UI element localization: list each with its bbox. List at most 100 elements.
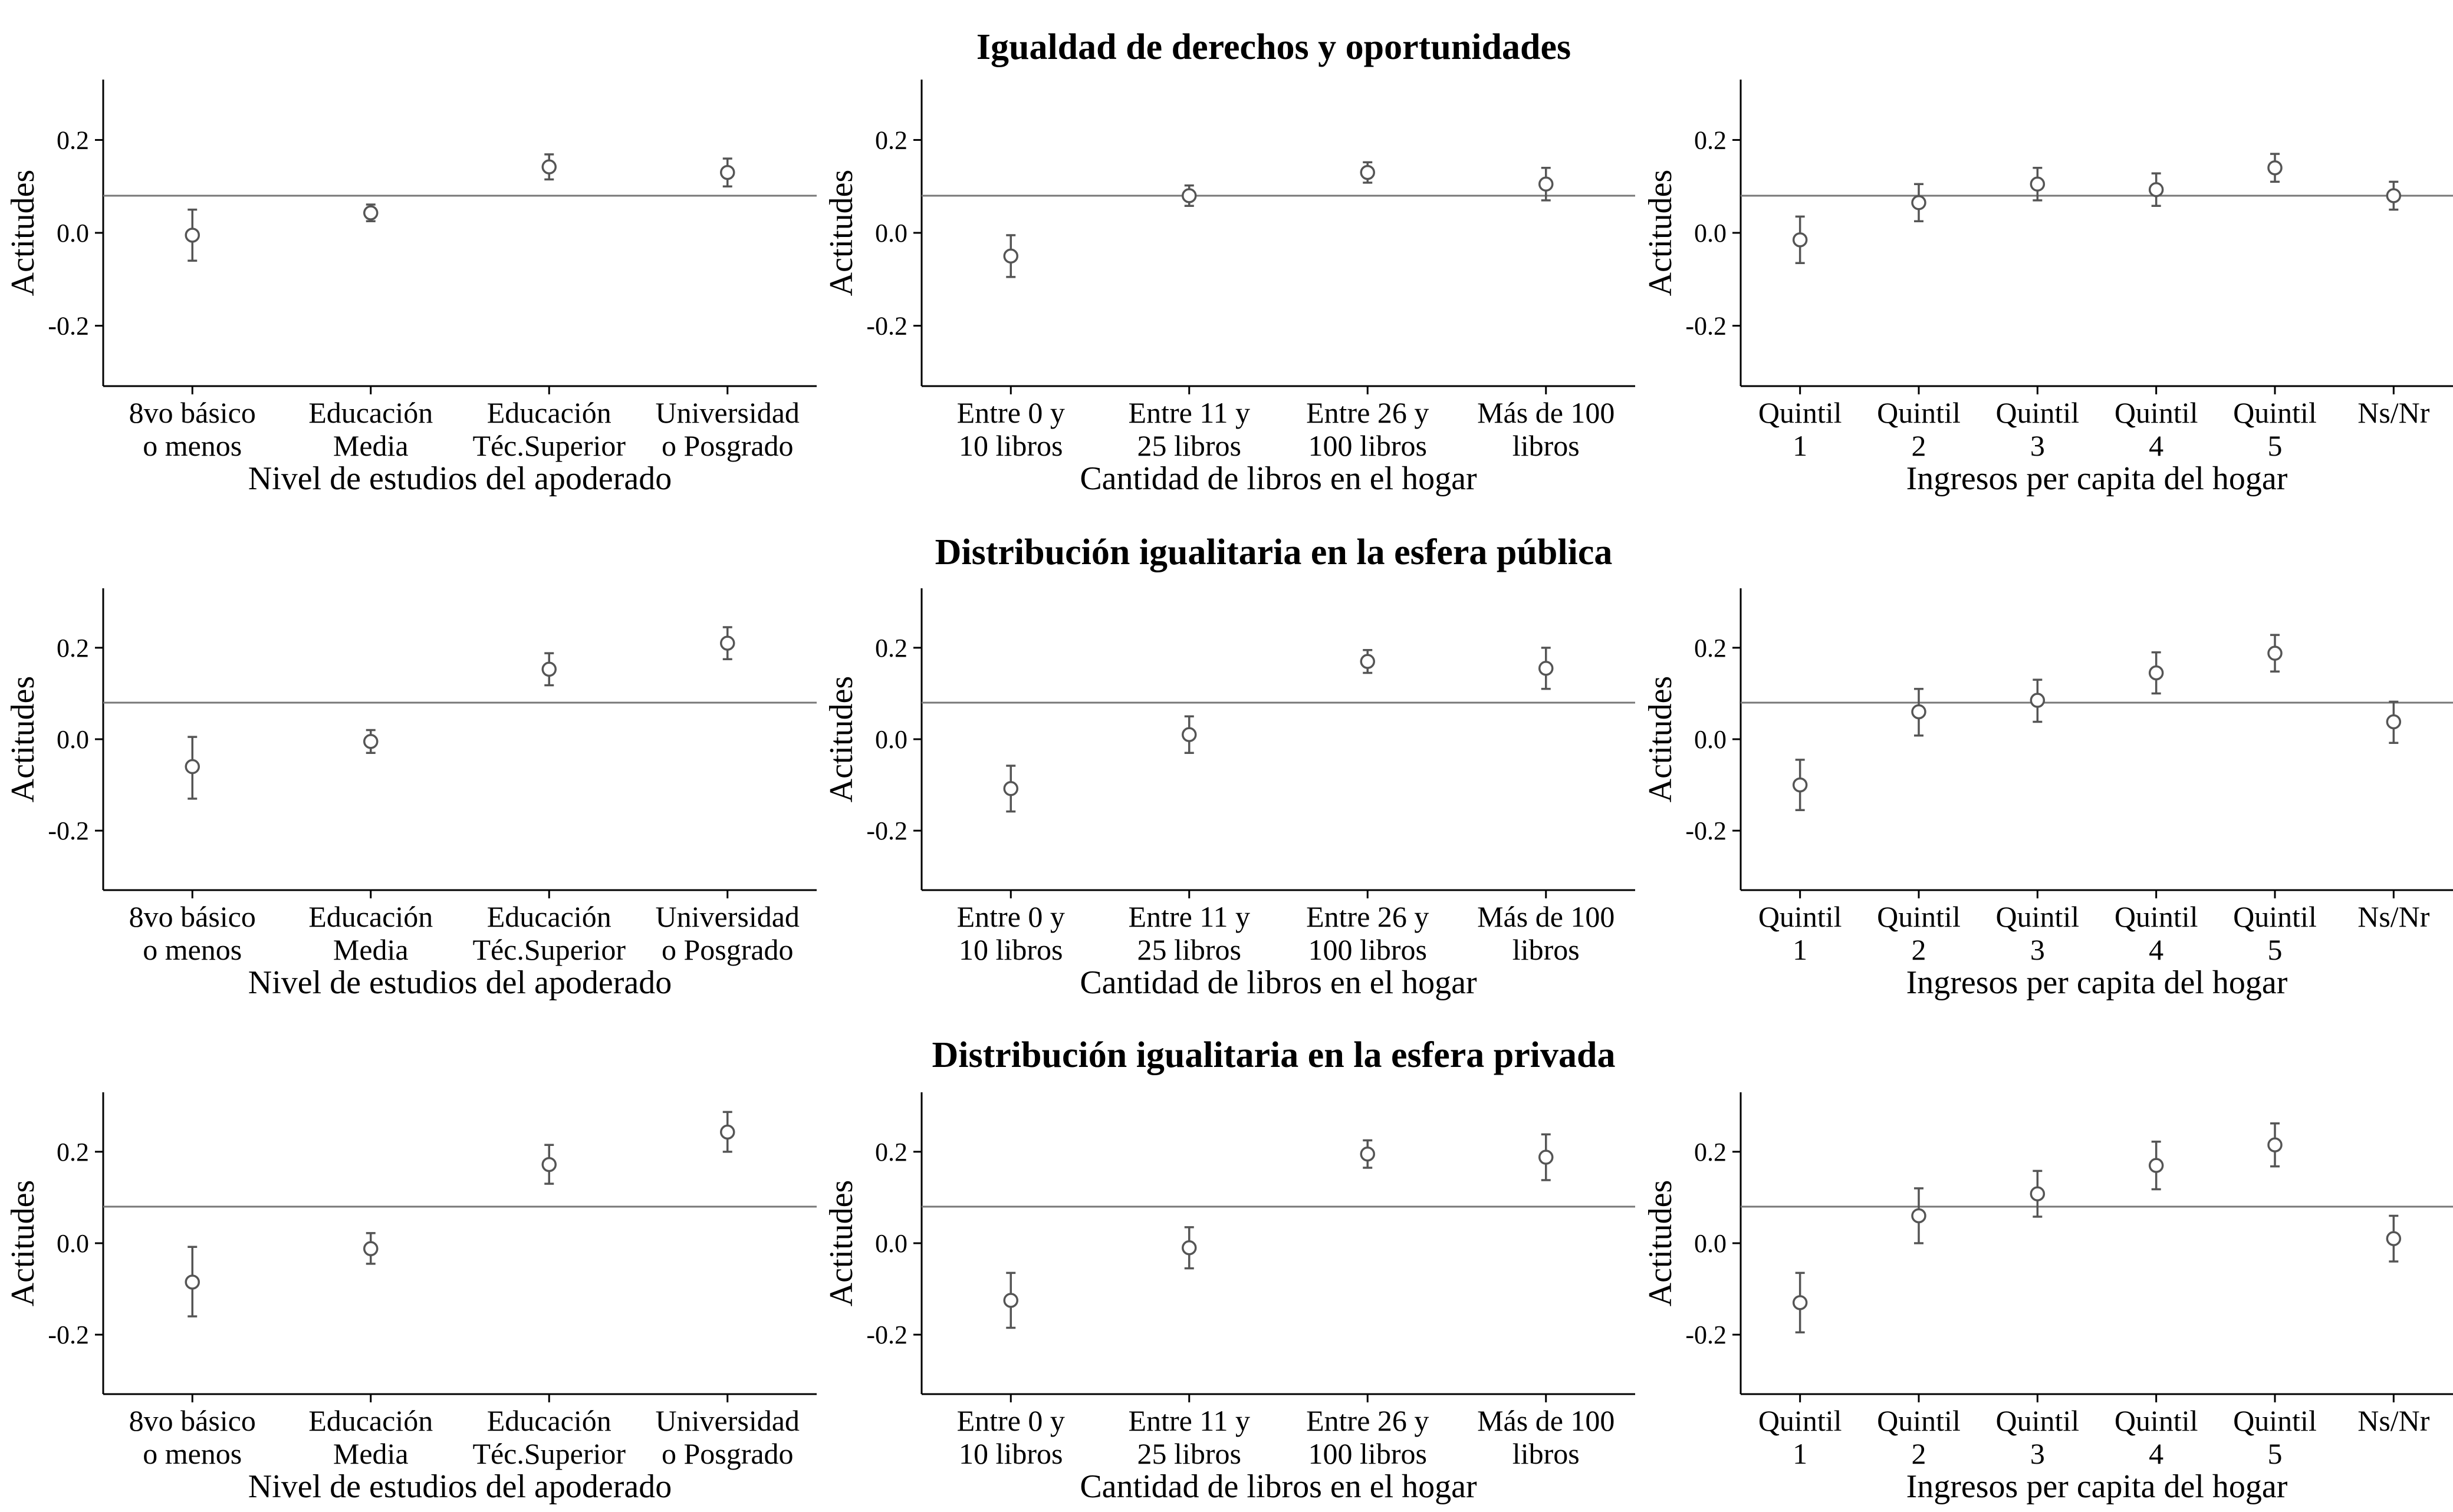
x-tick-label: Media [333, 1437, 409, 1470]
y-axis-label: Actitudes [823, 1180, 860, 1307]
x-tick-label: 25 libros [1137, 429, 1241, 462]
x-tick-label: Universidad [656, 396, 800, 429]
y-tick-label: -0.2 [1685, 816, 1727, 845]
x-tick-label: Educación [487, 900, 611, 933]
x-tick-label: Téc.Superior [472, 933, 626, 966]
y-axis-label: Actitudes [1642, 676, 1679, 803]
x-tick-label: 1 [1793, 429, 1807, 462]
x-axis-label: Ingresos per capita del hogar [1906, 1468, 2288, 1505]
x-tick-label: Entre 11 y [1129, 900, 1250, 933]
x-tick-label: 4 [2149, 1437, 2163, 1470]
row-title-1: Igualdad de derechos y oportunidades [976, 27, 1571, 67]
y-tick-label: 0.0 [1694, 1229, 1727, 1258]
x-tick-label: Quintil [2115, 396, 2198, 429]
row-titles: Igualdad de derechos y oportunidades Dis… [932, 27, 1615, 1075]
data-point [2386, 1231, 2402, 1246]
data-point [1792, 232, 1808, 248]
y-tick-label: -0.2 [48, 1320, 89, 1349]
x-tick-label: 25 libros [1137, 1437, 1241, 1470]
data-point [1003, 1293, 1018, 1308]
data-point [541, 159, 557, 174]
x-tick-label: 100 libros [1308, 1437, 1427, 1470]
x-tick-label: 2 [1912, 1437, 1926, 1470]
data-point [363, 1241, 379, 1257]
y-axis-label: Actitudes [1642, 170, 1679, 297]
x-axis-label: Ingresos per capita del hogar [1906, 460, 2288, 497]
data-point [1911, 704, 1926, 720]
x-tick-label: Quintil [1877, 396, 1961, 429]
x-tick-label: 4 [2149, 933, 2163, 966]
data-point [720, 635, 735, 651]
y-axis-label: Actitudes [5, 1180, 41, 1307]
x-axis-label: Cantidad de libros en el hogar [1080, 460, 1477, 497]
x-tick-label: Entre 26 y [1306, 396, 1429, 429]
x-tick-label: Quintil [1758, 1404, 1842, 1437]
data-point [1538, 1149, 1554, 1165]
data-point [720, 1124, 735, 1140]
y-tick-label: 0.2 [875, 126, 907, 154]
x-tick-label: Ns/Nr [2357, 396, 2430, 429]
x-tick-label: o menos [143, 1437, 242, 1470]
x-tick-label: Más de 100 [1477, 1404, 1614, 1437]
row-title-2: Distribución igualitaria en la esfera pú… [935, 532, 1613, 572]
x-tick-label: 8vo básico [129, 900, 256, 933]
x-tick-label: 100 libros [1308, 933, 1427, 966]
x-tick-label: Quintil [2233, 396, 2317, 429]
x-tick-label: Educación [487, 1404, 611, 1437]
x-tick-label: Quintil [1995, 900, 2079, 933]
data-point [1911, 1208, 1926, 1224]
y-tick-label: 0.0 [875, 1229, 907, 1258]
data-point [1182, 1240, 1197, 1256]
y-axis-label: Actitudes [5, 170, 41, 297]
data-point [541, 661, 557, 677]
data-point [2030, 1186, 2046, 1201]
y-tick-label: 0.0 [1694, 219, 1727, 248]
y-axis-label: Actitudes [5, 676, 41, 803]
x-tick-label: Entre 0 y [957, 1404, 1065, 1437]
x-tick-label: Media [333, 429, 409, 462]
data-point [1360, 164, 1375, 180]
data-point [1360, 654, 1375, 669]
x-tick-label: Entre 11 y [1129, 396, 1250, 429]
data-point [1003, 248, 1018, 264]
y-tick-label: 0.2 [1694, 1138, 1727, 1167]
x-tick-label: Entre 0 y [957, 396, 1065, 429]
x-tick-label: libros [1512, 933, 1580, 966]
data-point [2030, 176, 2046, 192]
x-tick-label: 1 [1793, 1437, 1807, 1470]
x-tick-label: Quintil [2115, 900, 2198, 933]
y-tick-label: 0.0 [57, 725, 89, 754]
x-tick-label: Quintil [1877, 900, 1961, 933]
data-point [1792, 1295, 1808, 1310]
y-tick-label: 0.0 [875, 219, 907, 248]
x-tick-label: Entre 11 y [1129, 1404, 1250, 1437]
x-tick-label: 1 [1793, 933, 1807, 966]
data-point [2386, 714, 2402, 730]
data-point [1003, 781, 1018, 796]
data-point [185, 759, 200, 775]
y-tick-label: 0.0 [57, 1229, 89, 1258]
x-tick-label: Educación [308, 1404, 433, 1437]
x-tick-label: o Posgrado [662, 933, 794, 966]
data-point [2030, 693, 2046, 708]
x-tick-label: 3 [2030, 933, 2045, 966]
data-point [2148, 1158, 2164, 1173]
y-tick-label: 0.2 [1694, 126, 1727, 154]
x-tick-label: Quintil [1758, 900, 1842, 933]
x-axis-label: Cantidad de libros en el hogar [1080, 964, 1477, 1001]
x-tick-label: Universidad [656, 900, 800, 933]
x-tick-label: 10 libros [959, 933, 1063, 966]
x-tick-label: 8vo básico [129, 396, 256, 429]
data-point [1182, 727, 1197, 742]
x-tick-label: o Posgrado [662, 429, 794, 462]
panel-r1-c3: 0.20.0-0.2ActitudesQuintil1Quintil2Quint… [1642, 80, 2453, 497]
data-point [1792, 777, 1808, 793]
x-axis-label: Nivel de estudios del apoderado [248, 460, 672, 497]
y-tick-label: -0.2 [48, 312, 89, 341]
